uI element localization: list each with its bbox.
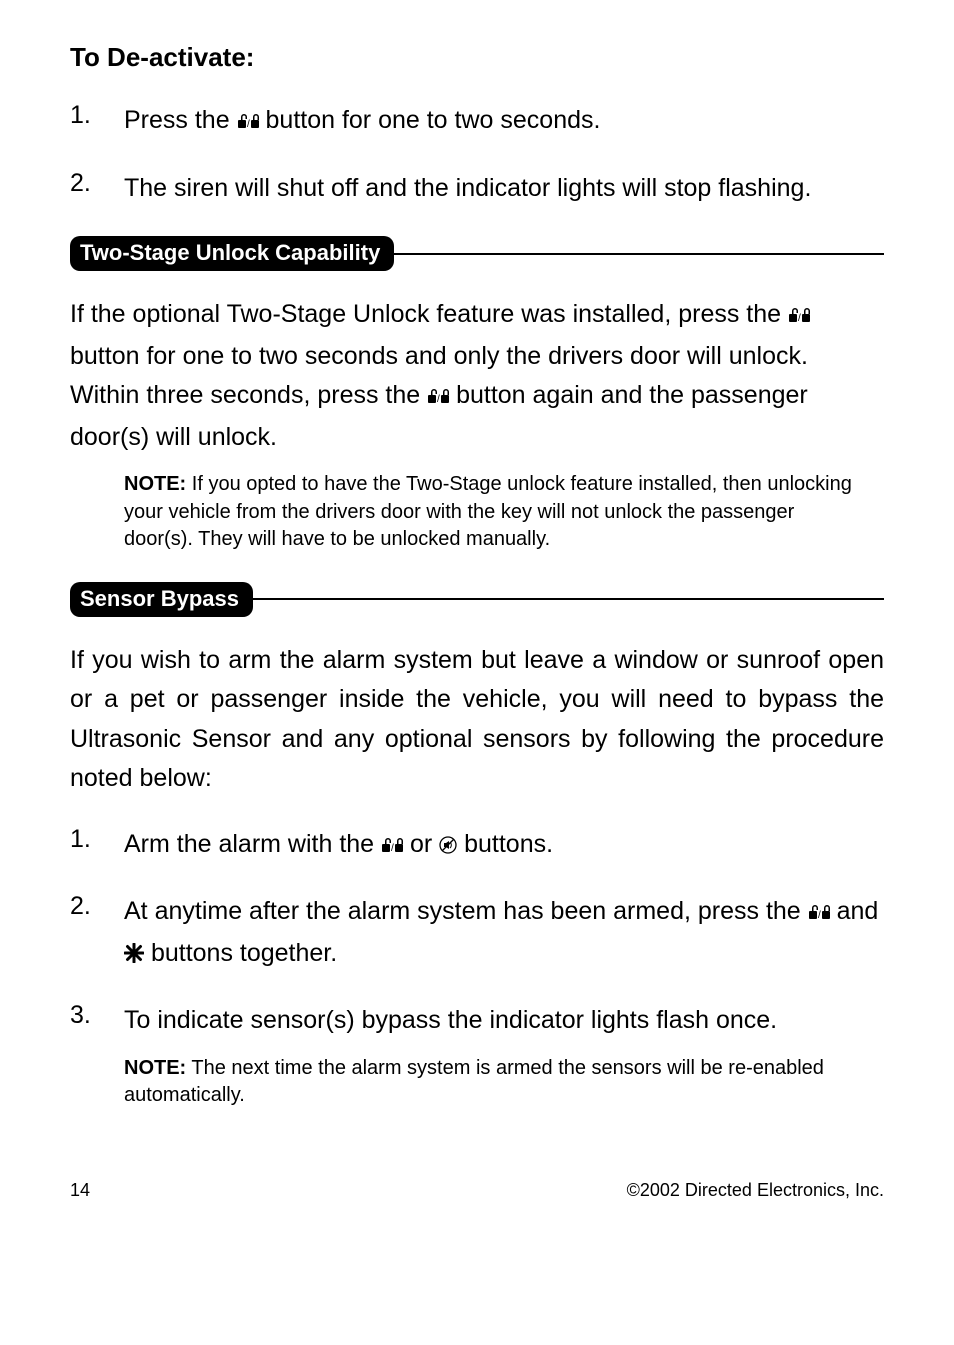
step-text: At anytime after the alarm system has be…	[124, 892, 884, 975]
text-fragment: buttons together.	[144, 939, 337, 967]
lock-unlock-icon: /	[237, 103, 259, 143]
text-fragment: At anytime after the alarm system has be…	[124, 897, 808, 925]
note-two-stage: NOTE: If you opted to have the Two-Stage…	[124, 471, 854, 554]
section-title: Sensor Bypass	[70, 582, 253, 617]
step-text: The siren will shut off and the indicato…	[124, 169, 884, 209]
sound-icon	[439, 827, 457, 867]
text-fragment: or	[403, 830, 439, 858]
note-text: If you opted to have the Two-Stage unloc…	[124, 473, 852, 550]
section-two-stage-unlock: Two-Stage Unlock Capability	[70, 236, 884, 271]
svg-text:/: /	[391, 843, 394, 854]
step-text: Arm the alarm with the / or buttons.	[124, 825, 884, 867]
deactivate-heading: To De-activate:	[70, 42, 884, 73]
bypass-step-2: 2. At anytime after the alarm system has…	[70, 892, 884, 975]
bypass-step-3: 3. To indicate sensor(s) bypass the indi…	[70, 1001, 884, 1041]
text-fragment: If the optional Two-Stage Unlock feature…	[70, 300, 788, 328]
section-sensor-bypass: Sensor Bypass	[70, 582, 884, 617]
bypass-step-1: 1. Arm the alarm with the / or buttons.	[70, 825, 884, 867]
note-text: The next time the alarm system is armed …	[124, 1057, 824, 1107]
star-icon	[124, 936, 144, 976]
svg-text:/: /	[798, 313, 801, 324]
deactivate-step-2: 2. The siren will shut off and the indic…	[70, 169, 884, 209]
step-number: 1.	[70, 101, 124, 143]
text-fragment: button for one to two seconds.	[259, 106, 601, 134]
lock-unlock-icon: /	[788, 297, 810, 337]
step-number: 2.	[70, 169, 124, 209]
svg-text:/: /	[437, 394, 440, 405]
section-divider	[251, 598, 884, 600]
svg-text:/: /	[818, 910, 821, 921]
lock-unlock-icon: /	[381, 827, 403, 867]
deactivate-step-1: 1. Press the / button for one to two sec…	[70, 101, 884, 143]
section-divider	[392, 253, 884, 255]
lock-unlock-icon: /	[808, 894, 830, 934]
section-title: Two-Stage Unlock Capability	[70, 236, 394, 271]
copyright: ©2002 Directed Electronics, Inc.	[627, 1180, 884, 1201]
note-label: NOTE:	[124, 1057, 186, 1079]
note-label: NOTE:	[124, 473, 186, 495]
note-sensor-bypass: NOTE: The next time the alarm system is …	[124, 1055, 854, 1110]
step-number: 3.	[70, 1001, 124, 1041]
sensor-bypass-paragraph: If you wish to arm the alarm system but …	[70, 641, 884, 799]
text-fragment: buttons.	[457, 830, 553, 858]
two-stage-paragraph: If the optional Two-Stage Unlock feature…	[70, 295, 884, 457]
text-fragment: Press the	[124, 106, 237, 134]
step-text: To indicate sensor(s) bypass the indicat…	[124, 1001, 884, 1041]
text-fragment: Arm the alarm with the	[124, 830, 381, 858]
step-number: 1.	[70, 825, 124, 867]
step-text: Press the / button for one to two second…	[124, 101, 884, 143]
svg-text:/: /	[247, 119, 250, 130]
text-fragment: and	[830, 897, 879, 925]
step-number: 2.	[70, 892, 124, 975]
page-footer: 14 ©2002 Directed Electronics, Inc.	[70, 1180, 884, 1201]
page-number: 14	[70, 1180, 90, 1201]
lock-unlock-icon: /	[427, 378, 449, 418]
